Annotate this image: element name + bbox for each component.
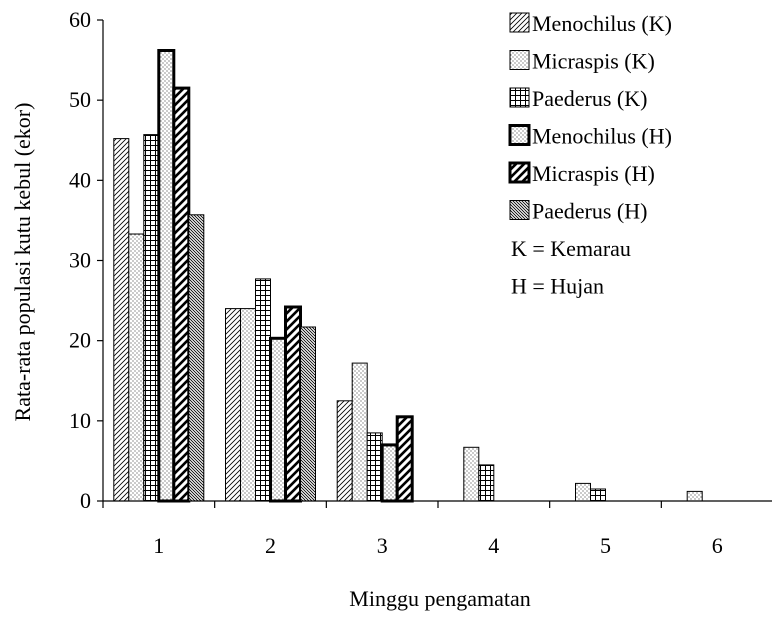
y-axis-title: Rata-rata populasi kutu kebul (ekor) [10,103,35,422]
y-tick-label-50: 50 [69,87,91,112]
plot-area [113,49,703,503]
bar-menochilus-h-week-3 [380,443,399,503]
bar-micraspis-k-week-1 [128,233,145,502]
legend-swatch-paederus-k [509,87,530,108]
legend-swatch-menochilus-h [508,124,531,146]
legend-label-paederus-k: Paederus (K) [532,86,647,111]
y-tick-label-20: 20 [69,328,91,353]
x-tick-label-4: 4 [488,533,499,558]
x-tick-label-1: 1 [153,533,164,558]
x-tick-label-5: 5 [600,533,611,558]
legend-swatch-menochilus-k [509,12,530,33]
y-tick-label-0: 0 [80,488,91,513]
y-tick-label-40: 40 [69,167,91,192]
legend-label-micraspis-h: Micraspis (H) [532,161,655,186]
bar-micraspis-h-week-1 [172,86,191,503]
bar-micraspis-k-week-4 [463,446,480,502]
legend-swatch-micraspis-h [508,161,531,184]
legend-label-paederus-h: Paederus (H) [532,199,647,224]
bar-menochilus-h-week-2 [269,336,287,503]
bar-micraspis-k-week-5 [575,482,591,502]
y-tick-label-10: 10 [69,408,91,433]
bar-paederus-h-week-1 [188,214,205,502]
legend-swatch-paederus-h [509,200,530,220]
bar-paederus-h-week-2 [300,326,316,502]
bar-menochilus-k-week-3 [336,400,353,502]
legend-note-1: K = Kemarau [511,236,631,261]
legend-label-menochilus-h: Menochilus (H) [532,124,672,149]
bar-micraspis-h-week-3 [395,415,414,503]
x-tick-label-2: 2 [265,533,276,558]
x-tick-label-3: 3 [377,533,388,558]
y-tick-label-60: 60 [69,7,91,32]
bar-micraspis-k-week-3 [351,362,368,502]
x-axis: 1 2 3 4 5 6 [102,500,772,558]
legend-label-micraspis-k: Micraspis (K) [532,49,655,74]
x-axis-title: Minggu pengamatan [349,586,530,611]
legend: Menochilus (K) Micraspis (K) Paederus (K) M… [508,11,672,299]
bar-paederus-k-week-5 [590,488,606,502]
bar-paederus-k-week-4 [478,464,495,502]
bar-menochilus-k-week-2 [225,308,241,502]
legend-label-menochilus-k: Menochilus (K) [532,11,672,36]
bar-micraspis-k-week-6 [686,490,703,502]
x-tick-label-6: 6 [712,533,723,558]
bar-micraspis-h-week-2 [284,305,302,503]
bar-micraspis-k-week-2 [240,308,256,502]
bar-menochilus-h-week-1 [157,49,176,503]
legend-note-2: H = Hujan [511,274,604,299]
y-tick-label-30: 30 [69,248,91,273]
bar-paederus-k-week-2 [255,278,271,502]
bar-menochilus-k-week-1 [113,138,130,502]
legend-swatch-micraspis-k [509,50,530,70]
y-axis: 0 10 20 30 40 50 60 [69,7,104,513]
bar-paederus-k-week-1 [143,134,160,502]
bar-paederus-k-week-3 [366,432,383,502]
